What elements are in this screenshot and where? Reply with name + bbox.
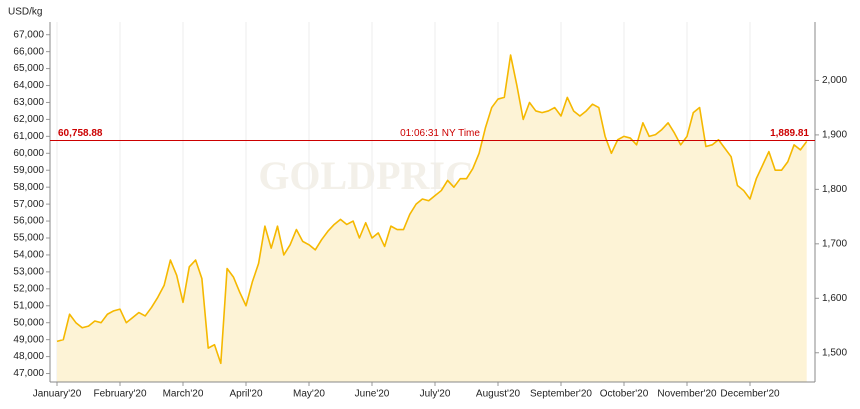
y-tick-label: 60,000 xyxy=(13,148,44,159)
y-axis-label: USD/kg xyxy=(8,7,42,18)
x-tick-label: June'20 xyxy=(355,389,390,400)
area xyxy=(57,55,807,383)
y-tick-label: 67,000 xyxy=(13,29,44,40)
x-tick-label: January'20 xyxy=(33,389,82,400)
x-tick-label: November'20 xyxy=(657,389,717,400)
y-tick-label: 53,000 xyxy=(13,267,44,278)
y2-tick-label: 1,800 xyxy=(822,184,847,195)
y-tick-label: 64,000 xyxy=(13,80,44,91)
y-tick-label: 65,000 xyxy=(13,63,44,74)
x-tick-label: September'20 xyxy=(530,389,592,400)
y-tick-label: 52,000 xyxy=(13,283,44,294)
y-tick-label: 66,000 xyxy=(13,46,44,57)
y-tick-label: 59,000 xyxy=(13,165,44,176)
y2-tick-label: 1,500 xyxy=(822,347,847,358)
y-tick-label: 61,000 xyxy=(13,131,44,142)
y-tick-label: 49,000 xyxy=(13,334,44,345)
y-tick-label: 48,000 xyxy=(13,351,44,362)
y-tick-label: 50,000 xyxy=(13,317,44,328)
y-tick-label: 63,000 xyxy=(13,97,44,108)
x-tick-label: August'20 xyxy=(476,389,521,400)
current-oz-label: 1,889.81 xyxy=(770,128,809,139)
line xyxy=(56,54,808,365)
current-price-label: 60,758.88 xyxy=(58,128,103,139)
y-tick-label: 57,000 xyxy=(13,199,44,210)
x-tick-label: May'20 xyxy=(293,389,325,400)
x-tick-label: July'20 xyxy=(420,389,451,400)
y-tick-label: 58,000 xyxy=(13,182,44,193)
y-tick-label: 55,000 xyxy=(13,233,44,244)
y2-tick-label: 2,000 xyxy=(822,75,847,86)
current-time-label: 01:06:31 NY Time xyxy=(400,128,480,139)
y-tick-label: 47,000 xyxy=(13,368,44,379)
x-tick-label: April'20 xyxy=(229,389,262,400)
y-tick-label: 51,000 xyxy=(13,300,44,311)
x-tick-label: December'20 xyxy=(720,389,780,400)
x-tick-label: February'20 xyxy=(93,389,146,400)
x-tick-label: October'20 xyxy=(600,389,649,400)
y2-tick-label: 1,900 xyxy=(822,130,847,141)
y-tick-label: 56,000 xyxy=(13,216,44,227)
y2-tick-label: 1,600 xyxy=(822,293,847,304)
x-tick-label: March'20 xyxy=(163,389,204,400)
y-tick-label: 62,000 xyxy=(13,114,44,125)
y2-tick-label: 1,700 xyxy=(822,238,847,249)
y-tick-label: 54,000 xyxy=(13,250,44,261)
